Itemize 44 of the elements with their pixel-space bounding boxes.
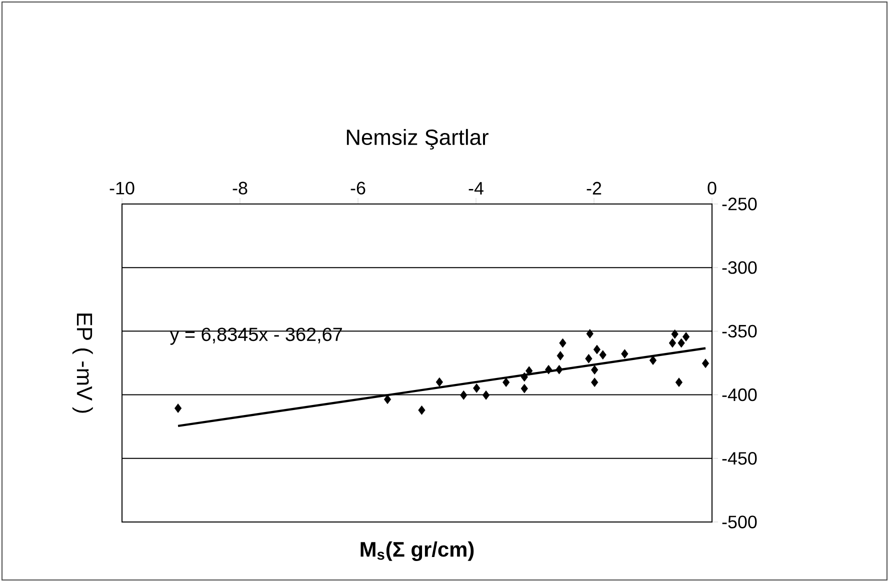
- point: [545, 364, 552, 374]
- point: [436, 377, 443, 387]
- point: [556, 364, 563, 374]
- x-tick-label: -4: [468, 182, 484, 194]
- point: [473, 383, 480, 393]
- point: [593, 344, 601, 354]
- point: [559, 338, 566, 348]
- point: [556, 351, 564, 360]
- point: [586, 329, 594, 338]
- point: [418, 405, 426, 415]
- y-tick-label: -500: [722, 516, 757, 528]
- point: [702, 358, 710, 368]
- point: [621, 349, 628, 359]
- y-tick-label: -450: [722, 452, 757, 465]
- x-tick-label: -2: [586, 182, 602, 194]
- point: [520, 372, 528, 382]
- point: [384, 394, 392, 404]
- point: [682, 332, 690, 342]
- y-tick-label: -300: [722, 261, 757, 274]
- x-tick-label: 0: [708, 182, 716, 194]
- x-axis-title: M$_{s}$(Σ gr/cm): [360, 541, 474, 562]
- x-tick-label: -8: [232, 182, 248, 194]
- chart-title: Nemsiz Şartlar: [346, 128, 488, 150]
- y-tick-label: -400: [722, 388, 757, 402]
- point: [460, 390, 468, 400]
- point: [520, 384, 528, 394]
- point: [174, 404, 182, 413]
- point: [526, 366, 533, 376]
- point: [585, 354, 592, 364]
- point: [668, 338, 676, 348]
- point: [591, 365, 598, 375]
- x-tick-label: -10: [110, 182, 134, 194]
- point: [675, 378, 683, 387]
- point: [482, 390, 490, 400]
- y-tick-label: -350: [722, 324, 757, 338]
- point: [591, 378, 598, 387]
- point: [678, 338, 685, 348]
- y-tick-label: -250: [722, 198, 757, 210]
- point: [502, 378, 510, 387]
- point: [671, 329, 678, 339]
- point: [599, 350, 606, 360]
- annotation: y = 6,8345x - 362,67: [170, 328, 342, 345]
- x-tick-label: -6: [350, 182, 366, 194]
- y-axis-title: EP ( -mV ): [72, 314, 93, 413]
